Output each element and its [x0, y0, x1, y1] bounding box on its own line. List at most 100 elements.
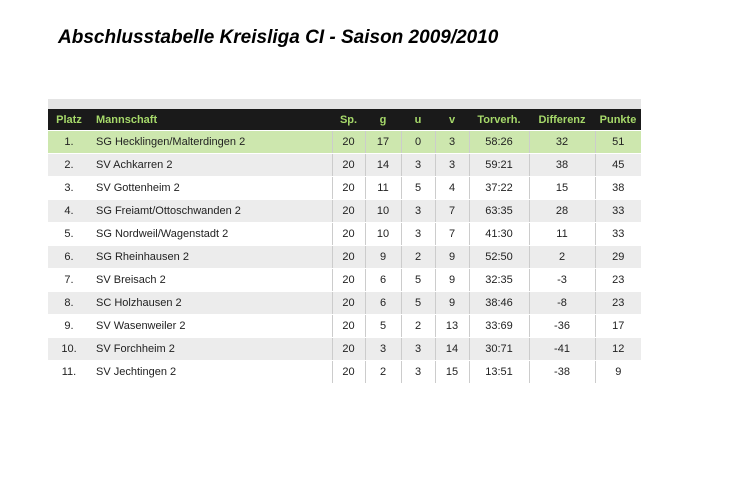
table-row: 5. SG Nordweil/Wagenstadt 2 20 10 3 7 41:30 11 3…	[48, 222, 641, 246]
header-differenz: Differenz	[529, 109, 595, 131]
cell-platz: 3.	[48, 176, 90, 200]
cell-spiele: 20	[331, 360, 365, 384]
cell-unentschieden: 3	[400, 199, 435, 223]
cell-platz: 8.	[48, 291, 90, 315]
cell-gewonnen: 5	[364, 314, 401, 338]
cell-differenz: -8	[528, 291, 595, 315]
table-row: 6. SG Rheinhausen 2 20 9 2 9 52:50 2 29	[48, 245, 641, 269]
cell-verloren: 3	[434, 153, 469, 177]
table-row: 10. SV Forchheim 2 20 3 3 14 30:71 -41 12	[48, 337, 641, 361]
cell-unentschieden: 5	[400, 291, 435, 315]
cell-mannschaft: SG Hecklingen/Malterdingen 2	[90, 130, 332, 154]
cell-platz: 2.	[48, 153, 90, 177]
header-verloren: v	[435, 109, 469, 131]
page-title: Abschlusstabelle Kreisliga CI - Saison 2…	[58, 27, 499, 48]
cell-mannschaft: SV Breisach 2	[90, 268, 332, 292]
header-spiele: Sp.	[332, 109, 365, 131]
cell-gewonnen: 6	[364, 268, 401, 292]
cell-torverhaeltnis: 59:21	[468, 153, 529, 177]
cell-gewonnen: 14	[364, 153, 401, 177]
standings-table: Platz Mannschaft Sp. g u v Torverh. Diff…	[48, 109, 641, 384]
cell-punkte: 38	[594, 176, 641, 200]
cell-unentschieden: 5	[400, 176, 435, 200]
header-platz: Platz	[48, 109, 90, 131]
table-row: 8. SC Holzhausen 2 20 6 5 9 38:46 -8 23	[48, 291, 641, 315]
cell-differenz: 2	[528, 245, 595, 269]
cell-mannschaft: SV Forchheim 2	[90, 337, 332, 361]
cell-punkte: 51	[594, 130, 641, 154]
cell-unentschieden: 2	[400, 314, 435, 338]
cell-unentschieden: 3	[400, 153, 435, 177]
cell-gewonnen: 17	[364, 130, 401, 154]
cell-punkte: 23	[594, 291, 641, 315]
cell-torverhaeltnis: 32:35	[468, 268, 529, 292]
cell-platz: 10.	[48, 337, 90, 361]
cell-gewonnen: 10	[364, 222, 401, 246]
cell-unentschieden: 0	[400, 130, 435, 154]
cell-mannschaft: SV Jechtingen 2	[90, 360, 332, 384]
cell-torverhaeltnis: 52:50	[468, 245, 529, 269]
cell-torverhaeltnis: 41:30	[468, 222, 529, 246]
cell-punkte: 23	[594, 268, 641, 292]
cell-differenz: 28	[528, 199, 595, 223]
cell-torverhaeltnis: 63:35	[468, 199, 529, 223]
header-mannschaft: Mannschaft	[90, 109, 332, 131]
cell-spiele: 20	[331, 337, 365, 361]
cell-torverhaeltnis: 38:46	[468, 291, 529, 315]
header-gewonnen: g	[365, 109, 401, 131]
cell-spiele: 20	[331, 176, 365, 200]
cell-platz: 5.	[48, 222, 90, 246]
cell-punkte: 17	[594, 314, 641, 338]
cell-gewonnen: 10	[364, 199, 401, 223]
cell-verloren: 9	[434, 245, 469, 269]
cell-differenz: -38	[528, 360, 595, 384]
cell-differenz: 38	[528, 153, 595, 177]
table-row: 11. SV Jechtingen 2 20 2 3 15 13:51 -38 9	[48, 360, 641, 384]
cell-torverhaeltnis: 58:26	[468, 130, 529, 154]
table-row: 3. SV Gottenheim 2 20 11 5 4 37:22 15 38	[48, 176, 641, 200]
cell-torverhaeltnis: 33:69	[468, 314, 529, 338]
cell-spiele: 20	[331, 222, 365, 246]
cell-spiele: 20	[331, 291, 365, 315]
header-punkte: Punkte	[595, 109, 641, 131]
header-torverhaeltnis: Torverh.	[469, 109, 529, 131]
cell-unentschieden: 3	[400, 337, 435, 361]
cell-punkte: 29	[594, 245, 641, 269]
cell-spiele: 20	[331, 314, 365, 338]
cell-unentschieden: 2	[400, 245, 435, 269]
cell-torverhaeltnis: 30:71	[468, 337, 529, 361]
standings-body: 1. SG Hecklingen/Malterdingen 2 20 17 0 3 58:2…	[48, 130, 641, 384]
cell-platz: 9.	[48, 314, 90, 338]
cell-verloren: 9	[434, 291, 469, 315]
cell-spiele: 20	[331, 153, 365, 177]
table-row: 2. SV Achkarren 2 20 14 3 3 59:21 38 45	[48, 153, 641, 177]
table-header-row: Platz Mannschaft Sp. g u v Torverh. Diff…	[48, 109, 641, 131]
cell-mannschaft: SG Freiamt/Ottoschwanden 2	[90, 199, 332, 223]
cell-mannschaft: SV Achkarren 2	[90, 153, 332, 177]
cell-verloren: 7	[434, 199, 469, 223]
table-row: 4. SG Freiamt/Ottoschwanden 2 20 10 3 7 63:35 2…	[48, 199, 641, 223]
cell-differenz: -3	[528, 268, 595, 292]
cell-spiele: 20	[331, 245, 365, 269]
cell-verloren: 7	[434, 222, 469, 246]
cell-differenz: 15	[528, 176, 595, 200]
header-unentschieden: u	[401, 109, 435, 131]
cell-gewonnen: 9	[364, 245, 401, 269]
cell-platz: 1.	[48, 130, 90, 154]
cell-differenz: -41	[528, 337, 595, 361]
cell-spiele: 20	[331, 130, 365, 154]
table-row: 7. SV Breisach 2 20 6 5 9 32:35 -3 23	[48, 268, 641, 292]
cell-punkte: 45	[594, 153, 641, 177]
cell-unentschieden: 5	[400, 268, 435, 292]
cell-gewonnen: 3	[364, 337, 401, 361]
cell-punkte: 33	[594, 199, 641, 223]
table-row: 1. SG Hecklingen/Malterdingen 2 20 17 0 3 58:2…	[48, 130, 641, 154]
cell-punkte: 33	[594, 222, 641, 246]
cell-platz: 6.	[48, 245, 90, 269]
cell-platz: 4.	[48, 199, 90, 223]
cell-mannschaft: SV Gottenheim 2	[90, 176, 332, 200]
cell-differenz: 32	[528, 130, 595, 154]
cell-verloren: 14	[434, 337, 469, 361]
cell-differenz: -36	[528, 314, 595, 338]
cell-mannschaft: SG Rheinhausen 2	[90, 245, 332, 269]
